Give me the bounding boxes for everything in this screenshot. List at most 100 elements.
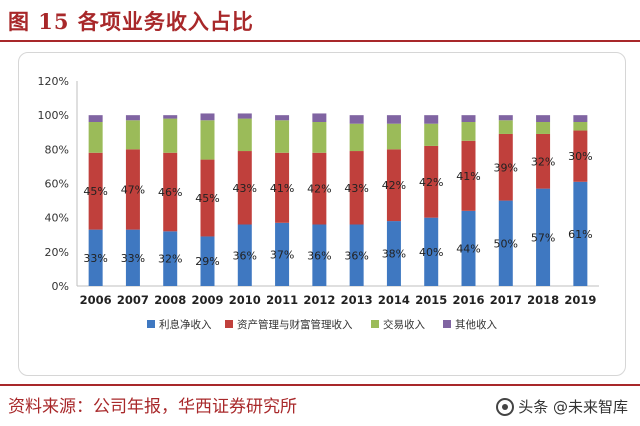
- x-tick-label: 2007: [117, 293, 149, 307]
- data-label: 32%: [531, 155, 555, 168]
- bar-segment-2: [163, 152, 178, 232]
- watermark: 头条 @未来智库: [496, 396, 628, 417]
- bar-segment-3: [237, 118, 252, 152]
- bar-segment-2: [424, 145, 439, 218]
- x-tick-label: 2006: [80, 293, 112, 307]
- data-label: 42%: [419, 176, 443, 189]
- x-tick-label: 2008: [154, 293, 186, 307]
- bar-segment-2: [88, 152, 103, 230]
- bar-segment-2: [275, 152, 290, 223]
- stacked-bar-chart: 0% 20% 40% 60% 80% 100% 120% 33% 45% 2006 33% 47% 20…: [38, 75, 599, 331]
- bar-segment-4: [573, 115, 588, 122]
- bar-segment-1: [237, 224, 252, 286]
- bar-segment-1: [386, 221, 401, 286]
- legend-swatch: [147, 320, 155, 328]
- bar-segment-2: [349, 151, 364, 225]
- legend-swatch: [371, 320, 379, 328]
- x-tick-label: 2017: [490, 293, 522, 307]
- data-label: 33%: [121, 252, 145, 265]
- bar-segment-3: [312, 122, 327, 153]
- bar-segment-3: [498, 120, 513, 134]
- bar-segment-3: [163, 118, 178, 153]
- bar-segment-3: [200, 120, 215, 160]
- x-tick-label: 2019: [564, 293, 596, 307]
- bar-segment-3: [386, 123, 401, 150]
- data-label: 32%: [158, 253, 182, 266]
- bar-segment-1: [349, 224, 364, 286]
- x-tick-label: 2018: [527, 293, 559, 307]
- legend-swatch: [443, 320, 451, 328]
- data-label: 46%: [158, 186, 182, 199]
- legend-label: 交易收入: [383, 318, 425, 331]
- y-tick-label: 80%: [45, 143, 69, 156]
- watermark-text: 头条 @未来智库: [518, 398, 628, 416]
- bar-segment-4: [349, 115, 364, 124]
- x-tick-label: 2016: [452, 293, 484, 307]
- bar-segment-4: [498, 115, 513, 121]
- legend-label: 资产管理与财富管理收入: [237, 318, 353, 331]
- data-label: 40%: [419, 246, 443, 259]
- data-label: 47%: [121, 183, 145, 196]
- y-tick-label: 120%: [38, 75, 69, 88]
- x-tick-label: 2012: [303, 293, 335, 307]
- bar-segment-3: [275, 120, 290, 153]
- bar-segment-3: [461, 122, 476, 141]
- legend-swatch: [225, 320, 233, 328]
- bar-segment-4: [237, 113, 252, 119]
- bar-segment-4: [312, 113, 327, 122]
- y-tick-label: 40%: [45, 212, 69, 225]
- data-label: 57%: [531, 231, 555, 244]
- data-label: 42%: [307, 183, 331, 196]
- x-tick-label: 2015: [415, 293, 447, 307]
- y-tick-label: 0%: [52, 280, 69, 293]
- data-label: 36%: [307, 249, 331, 262]
- bar-segment-1: [424, 217, 439, 286]
- data-label: 33%: [83, 252, 107, 265]
- data-label: 39%: [494, 161, 518, 174]
- bar-segment-4: [200, 113, 215, 121]
- bar-segment-1: [312, 224, 327, 286]
- bar-segment-1: [498, 200, 513, 286]
- bar-segment-2: [573, 130, 588, 182]
- bar-segment-3: [573, 122, 588, 131]
- footer-rule: [0, 384, 640, 386]
- bar-segment-1: [275, 222, 290, 286]
- title-rule: [0, 40, 640, 42]
- watermark-logo-icon: [496, 397, 515, 416]
- x-tick-label: 2014: [378, 293, 410, 307]
- bar-segment-2: [498, 133, 513, 201]
- data-label: 36%: [344, 249, 368, 262]
- bar-segment-2: [461, 140, 476, 211]
- bar-segment-1: [163, 231, 178, 286]
- bar-segment-4: [386, 115, 401, 124]
- bar-segment-1: [461, 210, 476, 286]
- data-label: 29%: [195, 255, 219, 268]
- source-note: 资料来源：公司年报，华西证券研究所: [8, 397, 297, 417]
- bar-segment-4: [536, 115, 551, 122]
- data-label: 37%: [270, 248, 294, 261]
- bar-segment-4: [424, 115, 439, 124]
- legend-label: 利息净收入: [159, 318, 212, 331]
- data-label: 50%: [494, 237, 518, 250]
- data-label: 43%: [344, 182, 368, 195]
- bar-segment-4: [275, 115, 290, 121]
- data-label: 41%: [456, 170, 480, 183]
- y-tick-label: 60%: [45, 178, 69, 191]
- data-label: 38%: [382, 248, 406, 261]
- bar-segment-4: [88, 115, 103, 122]
- bar-segment-2: [312, 152, 327, 225]
- bar-segment-3: [349, 123, 364, 152]
- data-label: 44%: [456, 242, 480, 255]
- bar-segment-4: [125, 115, 140, 121]
- x-tick-label: 2010: [229, 293, 261, 307]
- bar-segment-4: [163, 115, 178, 119]
- data-label: 45%: [195, 192, 219, 205]
- y-tick-label: 100%: [38, 109, 69, 122]
- chart-panel: 0% 20% 40% 60% 80% 100% 120% 33% 45% 2006 33% 47% 20…: [18, 52, 626, 376]
- legend-label: 其他收入: [455, 318, 497, 331]
- data-label: 45%: [83, 185, 107, 198]
- bar-segment-2: [237, 151, 252, 225]
- bar-segment-2: [536, 133, 551, 189]
- data-label: 41%: [270, 182, 294, 195]
- x-tick-label: 2009: [191, 293, 223, 307]
